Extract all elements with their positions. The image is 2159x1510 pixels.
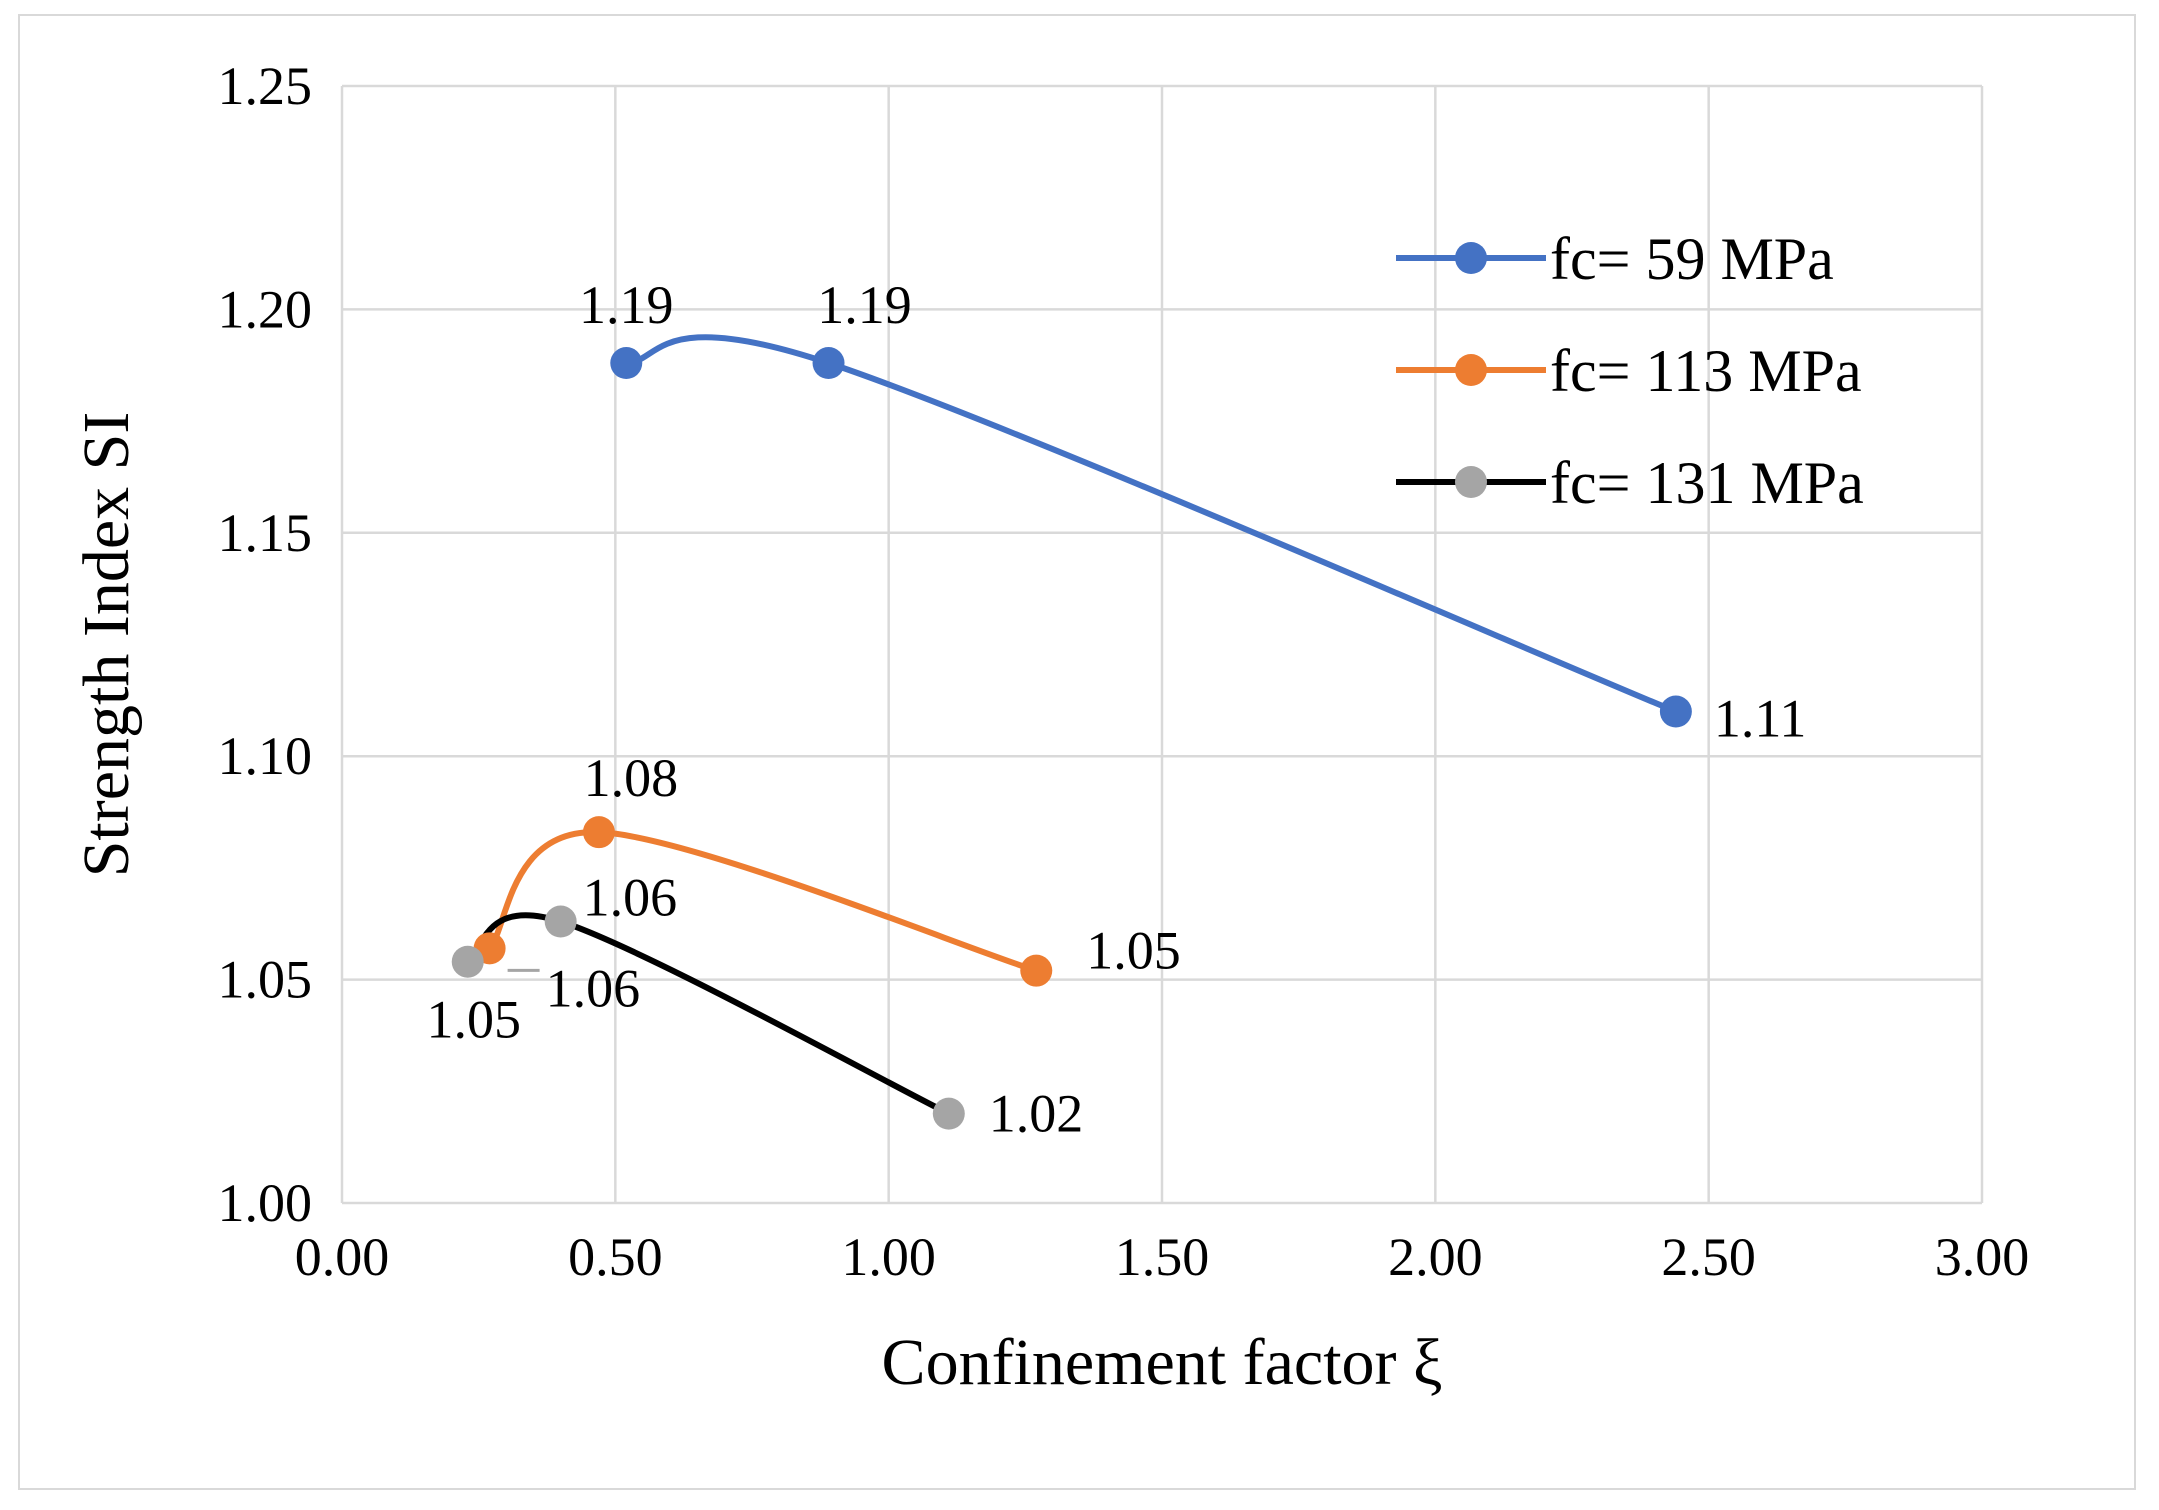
- legend-label: fc= 131 MPa: [1550, 450, 1864, 516]
- x-tick-label: 3.00: [1935, 1227, 2030, 1287]
- data-label: 1.19: [817, 275, 912, 335]
- y-tick-label: 1.20: [218, 279, 313, 339]
- data-point: [451, 945, 484, 978]
- x-tick-label: 2.50: [1661, 1227, 1756, 1287]
- y-tick-label: 1.25: [218, 56, 313, 116]
- gridlines: [340, 84, 1984, 1205]
- data-label: 1.02: [989, 1084, 1084, 1144]
- data-point: [1020, 954, 1053, 987]
- x-tick-label: 2.00: [1388, 1227, 1483, 1287]
- data-label: 1.19: [579, 275, 674, 335]
- tick-labels: 0.00 0.50 1.00 1.50 2.00 2.50 3.00 1.00 1.05 1.10…: [218, 56, 2030, 1287]
- data-point: [932, 1097, 965, 1130]
- series-markers: [451, 347, 1692, 1130]
- x-tick-label: 1.50: [1115, 1227, 1210, 1287]
- x-tick-label: 1.00: [841, 1227, 936, 1287]
- legend-label: fc= 59 MPa: [1550, 226, 1834, 292]
- x-tick-label: 0.50: [568, 1227, 663, 1287]
- line-chart: 0.00 0.50 1.00 1.50 2.00 2.50 3.00 1.00 1.05 1.10…: [70, 56, 2030, 1399]
- series-line-2: [464, 912, 952, 1117]
- legend-item: fc= 113 MPa: [1396, 338, 1862, 404]
- legend: fc= 59 MPa fc= 113 MPa fc= 131 MPa: [1396, 226, 1864, 516]
- series-line-0: [623, 334, 1679, 715]
- legend-swatch-marker: [1455, 466, 1487, 498]
- data-label: 1.06: [546, 958, 641, 1018]
- data-point: [812, 347, 845, 380]
- data-labels: 1.19 1.19 1.11 1.06 1.08 1.05 1.05 1.06 1.02: [426, 275, 1806, 1144]
- legend-item: fc= 131 MPa: [1396, 450, 1864, 516]
- y-tick-label: 1.10: [218, 726, 313, 786]
- legend-label: fc= 113 MPa: [1550, 338, 1862, 404]
- data-label: 1.06: [583, 868, 678, 928]
- x-axis-title: Confinement factor ξ: [882, 1326, 1443, 1399]
- data-label: 1.08: [584, 748, 679, 808]
- data-label: 1.11: [1714, 689, 1807, 749]
- legend-item: fc= 59 MPa: [1396, 226, 1834, 292]
- data-label: 1.05: [426, 990, 521, 1050]
- legend-swatch-marker: [1455, 242, 1487, 274]
- data-point: [582, 816, 615, 849]
- legend-swatch-marker: [1455, 354, 1487, 386]
- data-point: [610, 347, 643, 380]
- y-tick-label: 1.00: [218, 1173, 313, 1233]
- y-tick-label: 1.05: [218, 950, 313, 1010]
- series-lines: [464, 334, 1679, 1117]
- y-tick-label: 1.15: [218, 503, 313, 563]
- data-point: [1659, 695, 1692, 728]
- y-axis-title: Strength Index SI: [70, 412, 143, 878]
- chart-frame: 0.00 0.50 1.00 1.50 2.00 2.50 3.00 1.00 1.05 1.10…: [18, 14, 2136, 1490]
- data-label: 1.05: [1086, 921, 1181, 981]
- x-tick-label: 0.00: [295, 1227, 390, 1287]
- data-point: [544, 905, 577, 938]
- series-line-1: [486, 829, 1040, 974]
